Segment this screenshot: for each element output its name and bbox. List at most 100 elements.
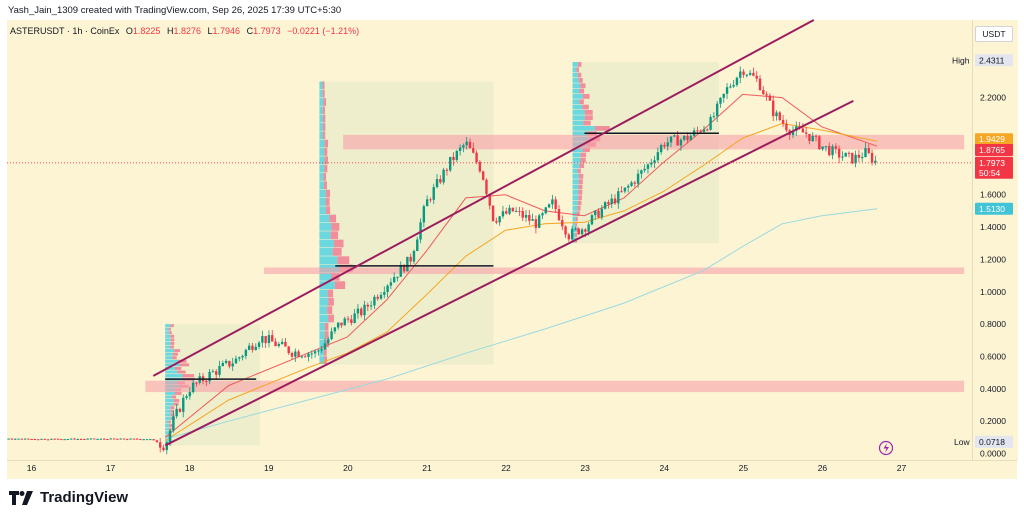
candle-body <box>626 185 630 188</box>
time-tick-label: 26 <box>818 463 828 473</box>
volume-profile-bar <box>322 89 325 98</box>
currency-button[interactable]: USDT <box>975 26 1013 42</box>
volume-profile-bar <box>179 363 190 367</box>
candle-body <box>56 438 60 440</box>
candle-body <box>709 116 712 130</box>
candle-body <box>824 146 828 148</box>
volume-profile-bar <box>165 334 171 338</box>
candle-body <box>274 341 277 347</box>
volume-profile-bar <box>332 247 342 256</box>
candle-body <box>383 292 386 295</box>
candle-body <box>534 219 538 228</box>
volume-profile-bar <box>319 223 332 231</box>
time-tick-label: 17 <box>106 463 116 473</box>
candle-body <box>818 136 821 150</box>
candle-body <box>748 72 752 75</box>
volume-profile-bar <box>165 356 173 360</box>
candle-body <box>70 438 73 440</box>
candle-body <box>231 363 234 367</box>
volume-profile-bar <box>319 297 329 306</box>
candle-body <box>755 75 758 79</box>
volume-profile-bar <box>579 163 585 169</box>
candle-body <box>416 239 419 251</box>
candle-body <box>195 382 198 384</box>
volume-profile-bar <box>175 391 182 395</box>
volume-profile-bar <box>174 366 182 370</box>
level-b-tag: 1.8765 <box>979 145 1005 155</box>
candle-body <box>208 371 211 382</box>
candle-body <box>834 146 838 149</box>
candle-body <box>841 156 844 158</box>
volume-profile-bar <box>572 99 580 105</box>
candle-body <box>646 164 650 169</box>
time-tick-label: 27 <box>897 463 907 473</box>
candle-body <box>650 162 653 165</box>
candle-body <box>455 150 459 161</box>
volume-profile-bar <box>334 281 346 290</box>
candle-body <box>435 179 439 188</box>
candle-body <box>715 103 719 117</box>
candle-body <box>811 135 814 141</box>
candle-body <box>610 198 613 205</box>
volume-profile-bar <box>319 173 324 181</box>
candle-body <box>66 439 70 441</box>
candle-body <box>712 116 716 118</box>
candle-body <box>264 336 267 344</box>
volume-profile-bar <box>323 173 327 181</box>
candle-body <box>531 219 534 221</box>
volume-profile-bar <box>325 198 330 206</box>
candle-body <box>126 439 129 441</box>
low-key: L <box>207 26 213 36</box>
candle-body <box>139 439 142 441</box>
volume-profile-bar <box>170 345 174 349</box>
volume-profile-bar <box>170 341 175 345</box>
candle-body <box>277 343 281 347</box>
volume-profile-bar <box>319 164 325 173</box>
volume-profile-bar <box>572 83 581 89</box>
volume-profile-bar <box>572 195 579 201</box>
candle-body <box>449 156 452 171</box>
volume-profile-bar <box>165 352 173 356</box>
candle-body <box>508 207 511 214</box>
candle-body <box>379 294 383 299</box>
candle-body <box>521 210 524 218</box>
candle-body <box>870 152 874 163</box>
volume-profile-bar <box>572 216 576 222</box>
open-value: 1.8225 <box>132 26 161 36</box>
candle-body <box>580 229 584 235</box>
symbol-label[interactable]: ASTERUSDT · 1h · CoinEx <box>10 26 120 36</box>
volume-profile-bar <box>174 349 181 353</box>
time-axis[interactable] <box>7 460 1017 479</box>
brand-name: TradingView <box>40 489 129 506</box>
volume-profile-bar <box>325 206 331 215</box>
candle-body <box>445 169 449 171</box>
volume-profile-bar <box>165 374 183 378</box>
candle-body <box>73 438 76 440</box>
price-axis[interactable] <box>972 20 1018 460</box>
volume-profile-bar <box>165 349 175 353</box>
profile-box <box>572 62 719 244</box>
candle-body <box>781 119 785 124</box>
candle-body <box>50 438 53 440</box>
volume-profile-bar <box>165 341 171 345</box>
price-tick-label: 0.2000 <box>980 416 1006 426</box>
price-tick-label: 1.6000 <box>980 190 1006 200</box>
volume-profile-bar <box>319 239 334 248</box>
candle-body <box>165 442 168 451</box>
candle-body <box>547 204 551 208</box>
volume-profile-bar <box>325 189 331 198</box>
volume-profile-bar <box>327 306 333 315</box>
candle-body <box>353 313 356 323</box>
volume-profile-bar <box>324 164 328 173</box>
volume-profile-bar <box>324 156 328 165</box>
price-tick-label: 0.8000 <box>980 319 1006 329</box>
tradingview-logo[interactable]: TradingView <box>9 489 128 506</box>
candle-body <box>702 129 706 132</box>
lightning-icon <box>878 440 894 456</box>
candle-body <box>633 182 636 184</box>
candle-body <box>234 358 238 364</box>
volume-profile-bar <box>165 359 178 363</box>
candle-body <box>304 356 307 358</box>
candle-body <box>495 221 498 223</box>
candle-body <box>732 84 735 87</box>
